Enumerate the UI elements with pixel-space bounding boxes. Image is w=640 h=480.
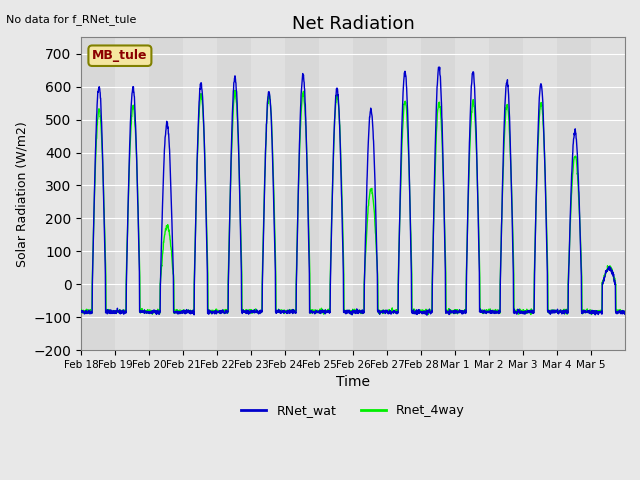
RNet_wat xyxy=(132,122,140,128)
Rnet_4way xyxy=(621,309,629,315)
Legend: RNet_wat, Rnet_4way: RNet_wat, Rnet_4way xyxy=(236,399,470,422)
Rnet_4way xyxy=(250,309,257,315)
RNet_wat xyxy=(77,309,85,314)
Rnet_4way xyxy=(517,308,525,314)
RNet_wat xyxy=(435,64,442,70)
Bar xyxy=(353,37,387,350)
Line: Rnet_4way: Rnet_4way xyxy=(81,90,625,314)
Rnet_4way xyxy=(614,308,621,314)
Rnet_4way xyxy=(231,87,239,93)
RNet_wat xyxy=(423,312,431,318)
Text: MB_tule: MB_tule xyxy=(92,49,148,62)
Text: No data for f_RNet_tule: No data for f_RNet_tule xyxy=(6,14,137,25)
Rnet_4way xyxy=(132,131,140,137)
Bar xyxy=(149,37,183,350)
Bar xyxy=(557,37,591,350)
RNet_wat xyxy=(517,309,525,315)
Rnet_4way xyxy=(548,309,556,315)
Bar xyxy=(285,37,319,350)
RNet_wat xyxy=(548,310,556,315)
RNet_wat xyxy=(249,309,257,314)
Bar xyxy=(421,37,455,350)
Rnet_4way xyxy=(386,309,394,314)
Rnet_4way xyxy=(77,307,85,312)
Line: RNet_wat: RNet_wat xyxy=(81,67,625,315)
Bar xyxy=(81,37,115,350)
X-axis label: Time: Time xyxy=(336,375,370,389)
RNet_wat xyxy=(614,309,621,315)
Bar xyxy=(489,37,523,350)
Rnet_4way xyxy=(424,312,432,317)
RNet_wat xyxy=(386,310,394,315)
Title: Net Radiation: Net Radiation xyxy=(292,15,415,33)
Bar xyxy=(217,37,251,350)
RNet_wat xyxy=(621,310,629,315)
Y-axis label: Solar Radiation (W/m2): Solar Radiation (W/m2) xyxy=(15,121,28,266)
